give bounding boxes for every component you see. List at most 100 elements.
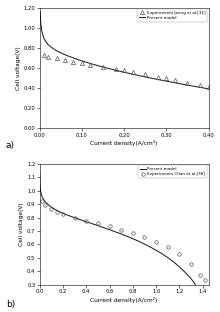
Y-axis label: Cell voltage(V): Cell voltage(V) xyxy=(16,46,21,90)
Present model xyxy=(73,216,76,220)
Present model xyxy=(198,289,201,293)
X-axis label: Current density(A/cm²): Current density(A/cm²) xyxy=(90,140,158,146)
Present model xyxy=(161,252,163,256)
Present model xyxy=(108,228,111,232)
Line: Present model: Present model xyxy=(40,173,206,309)
Present model xyxy=(39,10,41,13)
Experiments Chan et al.[38] xyxy=(41,200,43,203)
Present model xyxy=(182,82,185,86)
Present model xyxy=(64,53,66,56)
Present model xyxy=(193,281,196,285)
Line: Experiments Jeong et al.[31]: Experiments Jeong et al.[31] xyxy=(42,53,211,89)
Experiments Jeong et al.[31] xyxy=(55,56,58,60)
Present model xyxy=(173,81,176,85)
Present model xyxy=(157,78,159,81)
Experiments Chan et al.[38] xyxy=(108,225,111,228)
Experiments Jeong et al.[31] xyxy=(144,73,147,76)
Present model xyxy=(55,49,58,52)
Present model xyxy=(44,200,47,204)
Line: Experiments Chan et al.[38]: Experiments Chan et al.[38] xyxy=(40,200,207,282)
Present model xyxy=(148,76,151,80)
Present model xyxy=(131,72,134,76)
X-axis label: Current density(A/cm²): Current density(A/cm²) xyxy=(90,297,158,303)
Present model xyxy=(47,43,50,46)
Present model xyxy=(184,271,187,274)
Present model xyxy=(140,74,142,78)
Experiments Chan et al.[38] xyxy=(167,246,169,249)
Present model xyxy=(85,220,88,224)
Present model xyxy=(200,294,203,298)
Present model xyxy=(42,34,44,38)
Present model xyxy=(68,55,71,58)
Present model xyxy=(126,234,128,238)
Present model xyxy=(190,277,192,280)
Present model xyxy=(50,205,53,209)
Present model xyxy=(38,179,41,183)
Present model xyxy=(196,285,198,289)
Experiments Jeong et al.[31] xyxy=(131,70,134,74)
Present model xyxy=(137,239,140,243)
Legend: Experiments Jeong et al.[31], Present model: Experiments Jeong et al.[31], Present mo… xyxy=(137,9,207,22)
Present model xyxy=(68,214,70,217)
Present model xyxy=(207,87,210,91)
Present model xyxy=(199,85,202,89)
Experiments Chan et al.[38] xyxy=(56,210,59,213)
Present model xyxy=(203,300,205,304)
Present model xyxy=(79,218,82,222)
Present model xyxy=(48,203,50,207)
Experiments Jeong et al.[31] xyxy=(102,65,104,69)
Experiments Chan et al.[38] xyxy=(97,222,99,225)
Text: b): b) xyxy=(6,300,15,309)
Present model xyxy=(40,190,42,194)
Experiments Jeong et al.[31] xyxy=(165,76,168,80)
Experiments Chan et al.[38] xyxy=(178,252,181,256)
Present model xyxy=(56,209,59,212)
Present model xyxy=(132,237,134,241)
Experiments Jeong et al.[31] xyxy=(42,53,45,57)
Line: Present model: Present model xyxy=(40,12,209,89)
Experiments Jeong et al.[31] xyxy=(89,63,92,66)
Experiments Chan et al.[38] xyxy=(85,219,88,222)
Experiments Chan et al.[38] xyxy=(190,262,192,266)
Experiments Jeong et al.[31] xyxy=(173,78,176,82)
Experiments Chan et al.[38] xyxy=(50,207,53,211)
Present model xyxy=(178,265,181,269)
Present model xyxy=(72,56,75,60)
Present model xyxy=(59,51,62,55)
Experiments Chan et al.[38] xyxy=(62,212,64,216)
Experiments Jeong et al.[31] xyxy=(64,58,66,62)
Experiments Chan et al.[38] xyxy=(132,232,134,235)
Present model xyxy=(114,230,117,234)
Experiments Chan et al.[38] xyxy=(155,240,158,244)
Present model xyxy=(123,71,125,74)
Experiments Jeong et al.[31] xyxy=(114,67,117,71)
Present model xyxy=(97,224,99,227)
Present model xyxy=(172,260,175,264)
Experiments Jeong et al.[31] xyxy=(207,85,210,89)
Present model xyxy=(167,256,169,260)
Experiments Chan et al.[38] xyxy=(143,236,146,239)
Present model xyxy=(114,68,117,72)
Experiments Jeong et al.[31] xyxy=(72,60,75,64)
Experiments Jeong et al.[31] xyxy=(186,81,189,85)
Present model xyxy=(120,232,123,236)
Experiments Chan et al.[38] xyxy=(199,274,202,277)
Legend: Present model, Experiments Chan et al.[38]: Present model, Experiments Chan et al.[3… xyxy=(138,165,207,178)
Present model xyxy=(97,64,100,68)
Present model xyxy=(165,79,168,83)
Present model xyxy=(51,46,54,50)
Present model xyxy=(40,23,42,27)
Experiments Chan et al.[38] xyxy=(120,228,123,232)
Experiments Jeong et al.[31] xyxy=(123,69,125,72)
Experiments Chan et al.[38] xyxy=(73,216,76,219)
Present model xyxy=(106,66,108,70)
Present model xyxy=(155,248,158,252)
Present model xyxy=(40,29,43,33)
Experiments Chan et al.[38] xyxy=(44,203,47,207)
Present model xyxy=(143,242,146,246)
Present model xyxy=(190,84,193,88)
Experiments Chan et al.[38] xyxy=(204,278,206,282)
Present model xyxy=(76,58,79,61)
Experiments Jeong et al.[31] xyxy=(81,61,83,65)
Present model xyxy=(45,40,47,44)
